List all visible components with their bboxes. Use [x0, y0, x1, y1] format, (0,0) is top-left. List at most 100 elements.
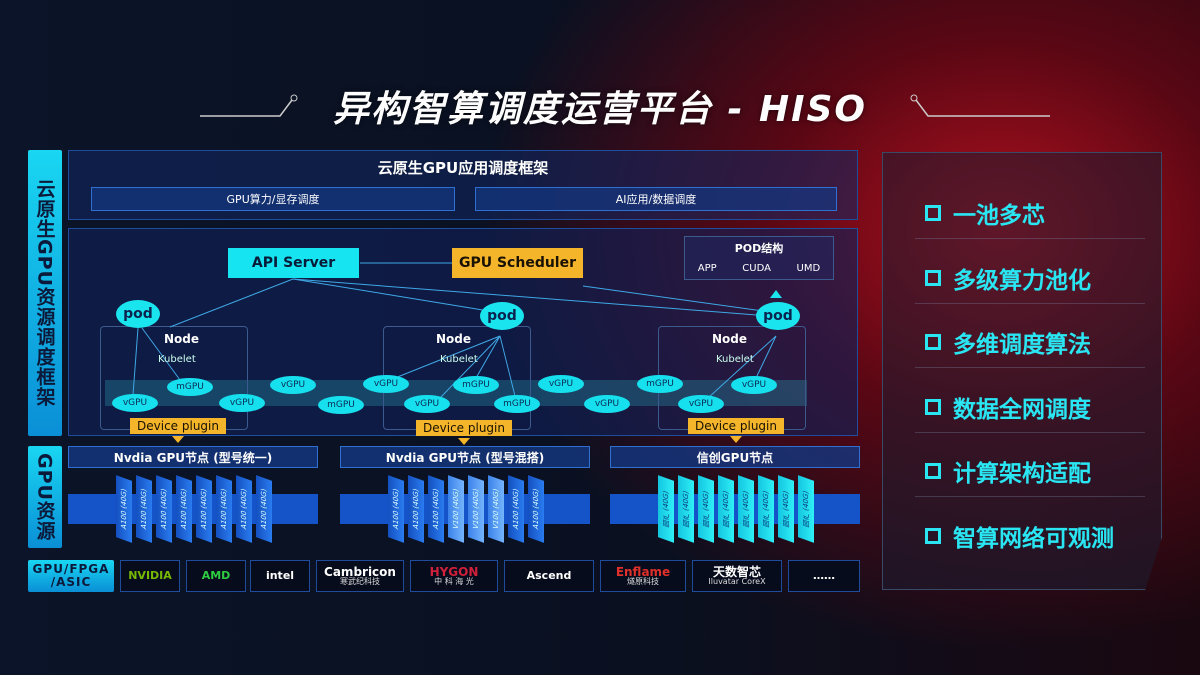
gpu-card: A100 (40G) [236, 475, 252, 543]
pod-node-3: pod [756, 302, 800, 330]
feature-label: 多维调度算法 [953, 332, 1091, 358]
device-plugin-box: Device plugin [130, 418, 226, 434]
feature-label: 数据全网调度 [953, 396, 1091, 423]
feature-item: 多维调度算法 [925, 325, 1091, 359]
device-plugin-box: Device plugin [688, 418, 784, 434]
vendor-subtitle: 寒武纪科技 [340, 577, 380, 587]
vendor-logo: Enflame 燧原科技 [600, 560, 686, 592]
vgpu-unit: vGPU [219, 394, 265, 412]
vendor-name: NVIDIA [128, 569, 172, 583]
vendor-name: 天数智芯 [712, 564, 761, 579]
app-scheduling-panel: 云原生GPU应用调度框架 GPU算力/显存调度 AI应用/数据调度 [68, 150, 858, 220]
gpu-card: 国产 (40G) [798, 475, 814, 543]
feature-item: 一池多芯 [925, 196, 1045, 230]
gpu-card: A100 (40G) [528, 475, 544, 543]
vgpu-unit: vGPU [112, 394, 158, 412]
app-scheduling-title: 云原生GPU应用调度框架 [377, 159, 549, 177]
vendor-logo: …… [788, 560, 860, 592]
vgpu-unit: vGPU [538, 375, 584, 393]
vendor-subtitle: 中 科 海 光 [434, 577, 474, 587]
feature-label: 智算网络可观测 [953, 525, 1114, 552]
mgpu-unit: mGPU [637, 375, 683, 393]
vendor-logo: HYGON 中 科 海 光 [410, 560, 498, 592]
vendor-logo: Ascend [504, 560, 594, 592]
gpu-card: A100 (40G) [388, 475, 404, 543]
vendor-name: …… [813, 569, 835, 583]
mgpu-unit: mGPU [167, 378, 213, 396]
pod-structure-item: UMD [796, 263, 821, 274]
node-label: Node [712, 332, 748, 346]
vendor-name: intel [265, 569, 295, 583]
gpu-node-bar [68, 494, 318, 524]
divider [915, 431, 1145, 433]
gpu-card: 国产 (40G) [718, 475, 734, 543]
checkbox-icon [925, 398, 941, 415]
kubelet-label: Kubelet [440, 354, 478, 365]
checkbox-icon [925, 334, 941, 350]
feature-item: 数据全网调度 [925, 390, 1091, 424]
gpu-card: 国产 (40G) [698, 475, 714, 543]
framework-label: 云原生GPU资源调度框架 [28, 150, 62, 436]
gpu-card: 国产 (40G) [678, 475, 694, 543]
pod-structure-title: POD结构 [734, 242, 784, 255]
vendor-name: HYGON [429, 564, 479, 579]
feature-item: 智算网络可观测 [925, 519, 1114, 553]
gpu-card: A100 (40G) [216, 475, 232, 543]
gpu-card: V100 (40G) [468, 475, 484, 543]
ai-data-box: AI应用/数据调度 [475, 187, 837, 211]
feature-item: 多级算力池化 [925, 261, 1091, 295]
vendor-subtitle: 燧原科技 [627, 577, 659, 587]
gpu-card: V100 (40G) [448, 475, 464, 543]
node-label: Node [436, 332, 472, 346]
vgpu-unit: vGPU [731, 376, 777, 394]
vgpu-unit: vGPU [404, 395, 450, 413]
kubelet-label: Kubelet [716, 354, 754, 365]
vendor-name: Enflame [615, 564, 671, 579]
checkbox-icon [925, 463, 941, 479]
pod-node-2: pod [480, 302, 524, 330]
gpu-scheduler-box: GPU Scheduler [452, 248, 583, 278]
vendor-logo: 天数智芯 Iluvatar CoreX [692, 560, 782, 592]
gpu-node-header: Nvdia GPU节点 (型号混搭) [340, 446, 590, 468]
feature-label: 多级算力池化 [953, 267, 1091, 294]
gpu-compute-memory-box: GPU算力/显存调度 [91, 187, 455, 211]
gpu-card: A100 (40G) [196, 475, 212, 543]
divider [915, 496, 1145, 497]
page-title: 异构智算调度运营平台 - HISO [332, 89, 868, 130]
gpu-node-header: Nvdia GPU节点 (型号统一) [68, 446, 318, 468]
vgpu-unit: vGPU [363, 375, 409, 393]
pod-structure-item: APP [697, 263, 717, 274]
vendor-logo: intel [250, 560, 310, 592]
gpu-card: 国产 (40G) [738, 475, 754, 543]
gpu-node-header: 信创GPU节点 [610, 446, 860, 468]
gpu-node-bar [610, 494, 860, 524]
mgpu-unit: mGPU [453, 376, 499, 394]
gpu-card: A100 (40G) [428, 475, 444, 543]
gpu-card: 国产 (40G) [778, 475, 794, 543]
gpu-card: A100 (40G) [136, 475, 152, 543]
feature-item: 计算架构适配 [925, 454, 1091, 488]
gpu-card: V100 (40G) [488, 475, 504, 543]
gpu-node-bar [340, 494, 590, 524]
feature-label: 一池多芯 [953, 203, 1045, 229]
gpu-card: A100 (40G) [116, 475, 132, 543]
mgpu-unit: mGPU [318, 396, 364, 414]
gpu-card: 国产 (40G) [658, 475, 674, 543]
gpu-resource-label: GPU资源 [28, 446, 62, 548]
vendor-subtitle: Iluvatar CoreX [708, 577, 766, 587]
pod-structure-item: CUDA [742, 263, 771, 274]
features-panel [882, 152, 1162, 590]
vendor-logo: AMD [186, 560, 246, 592]
vendor-name: Ascend [526, 569, 572, 583]
device-plugin-box: Device plugin [416, 420, 512, 436]
divider [915, 238, 1145, 239]
vgpu-unit: vGPU [678, 395, 724, 413]
node-label: Node [164, 332, 200, 346]
vgpu-unit: vGPU [270, 376, 316, 394]
checkbox-icon [925, 205, 941, 221]
divider [915, 302, 1145, 304]
api-server-box: API Server [228, 248, 359, 278]
pod-node-1: pod [116, 300, 160, 328]
vendor-logo: Cambricon 寒武纪科技 [316, 560, 404, 592]
vendor-name: AMD [201, 569, 231, 583]
